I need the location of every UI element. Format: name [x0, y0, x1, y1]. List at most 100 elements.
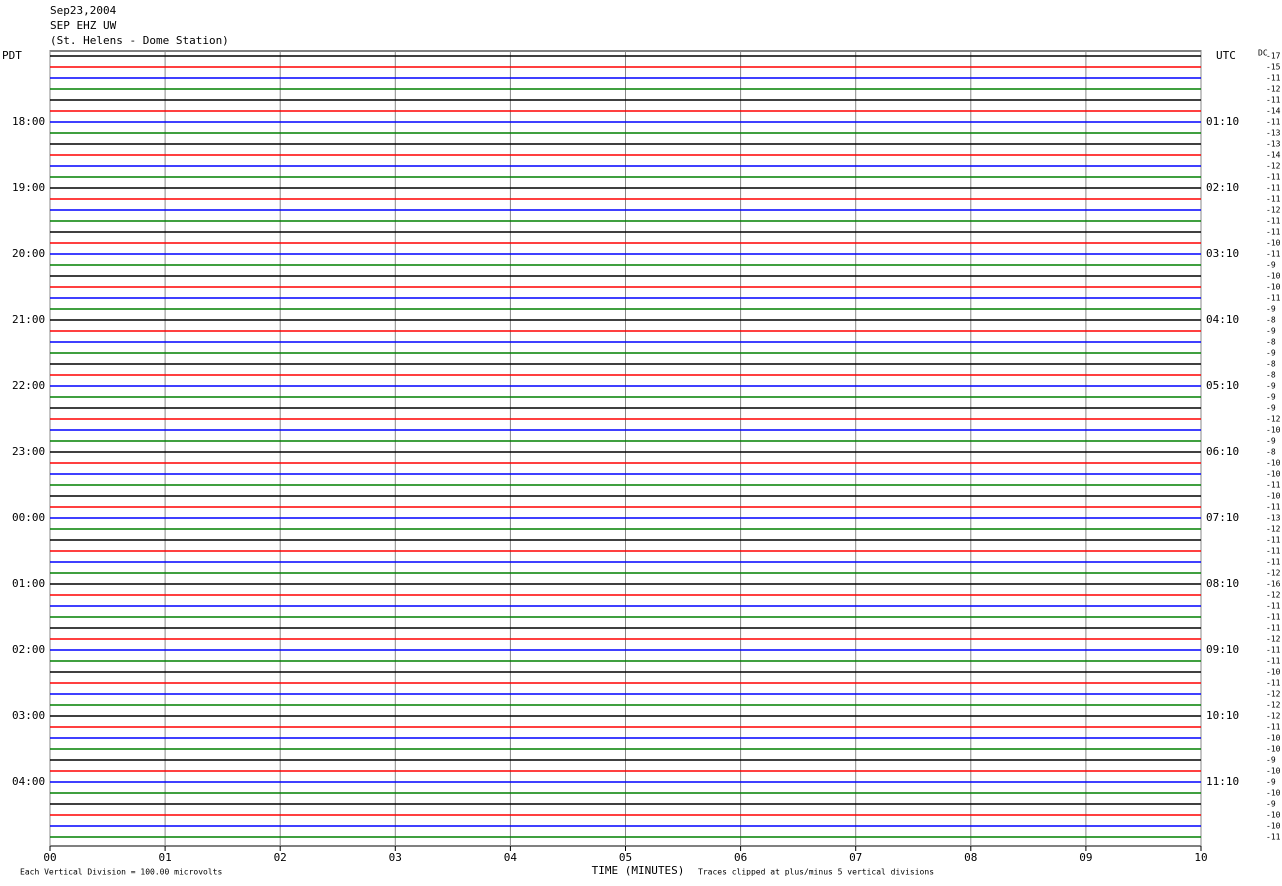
dc-offset: -10: [1266, 426, 1281, 435]
dc-offset: -11: [1266, 547, 1281, 556]
x-tick-label: 10: [1194, 851, 1207, 864]
dc-offset: -11: [1266, 536, 1281, 545]
dc-offset: -8: [1266, 338, 1276, 347]
right-time-label: 09:10: [1206, 643, 1239, 656]
x-tick-label: 09: [1079, 851, 1092, 864]
dc-offset: -8: [1266, 360, 1276, 369]
x-tick-label: 05: [619, 851, 632, 864]
dc-offset: -9: [1266, 800, 1276, 809]
dc-offset: -10: [1266, 745, 1281, 754]
dc-offset: -16: [1266, 580, 1281, 589]
dc-title: DC: [1258, 49, 1268, 58]
right-time-label: 01:10: [1206, 115, 1239, 128]
left-time-label: 01:00: [12, 577, 45, 590]
left-time-label: 18:00: [12, 115, 45, 128]
right-time-label: 05:10: [1206, 379, 1239, 392]
x-axis-label: TIME (MINUTES): [592, 864, 685, 877]
dc-offset: -9: [1266, 305, 1276, 314]
header-station: SEP EHZ UW: [50, 19, 117, 32]
dc-offset: -11: [1266, 118, 1281, 127]
dc-offset: -8: [1266, 316, 1276, 325]
dc-offset: -9: [1266, 382, 1276, 391]
dc-offset: -9: [1266, 327, 1276, 336]
dc-offset: -11: [1266, 184, 1281, 193]
left-time-label: 04:00: [12, 775, 45, 788]
dc-offset: -12: [1266, 85, 1281, 94]
right-time-label: 11:10: [1206, 775, 1239, 788]
dc-offset: -12: [1266, 415, 1281, 424]
dc-offset: -11: [1266, 646, 1281, 655]
right-time-label: 04:10: [1206, 313, 1239, 326]
dc-offset: -11: [1266, 679, 1281, 688]
dc-offset: -11: [1266, 558, 1281, 567]
dc-offset: -12: [1266, 701, 1281, 710]
dc-offset: -11: [1266, 657, 1281, 666]
dc-offset: -10: [1266, 811, 1281, 820]
left-time-label: 23:00: [12, 445, 45, 458]
dc-offset: -11: [1266, 250, 1281, 259]
dc-offset: -12: [1266, 525, 1281, 534]
dc-offset: -9: [1266, 393, 1276, 402]
dc-offset: -11: [1266, 195, 1281, 204]
dc-offset: -10: [1266, 272, 1281, 281]
footer-right: Traces clipped at plus/minus 5 vertical …: [698, 868, 934, 877]
dc-offset: -13: [1266, 514, 1281, 523]
left-time-label: 20:00: [12, 247, 45, 260]
left-time-label: 00:00: [12, 511, 45, 524]
dc-offset: -10: [1266, 767, 1281, 776]
left-time-label: 21:00: [12, 313, 45, 326]
x-tick-label: 01: [158, 851, 171, 864]
dc-offset: -8: [1266, 448, 1276, 457]
dc-offset: -10: [1266, 822, 1281, 831]
right-time-label: 03:10: [1206, 247, 1239, 260]
dc-offset: -11: [1266, 217, 1281, 226]
dc-offset: -10: [1266, 668, 1281, 677]
left-time-label: 03:00: [12, 709, 45, 722]
dc-offset: -9: [1266, 349, 1276, 358]
dc-offset: -14: [1266, 151, 1281, 160]
dc-offset: -11: [1266, 624, 1281, 633]
x-tick-label: 02: [274, 851, 287, 864]
dc-offset: -9: [1266, 778, 1276, 787]
dc-offset: -11: [1266, 481, 1281, 490]
dc-offset: -9: [1266, 437, 1276, 446]
dc-offset: -17: [1266, 52, 1281, 61]
dc-offset: -11: [1266, 833, 1281, 842]
dc-offset: -10: [1266, 492, 1281, 501]
dc-offset: -11: [1266, 503, 1281, 512]
dc-offset: -12: [1266, 162, 1281, 171]
right-time-label: 02:10: [1206, 181, 1239, 194]
dc-offset: -11: [1266, 96, 1281, 105]
dc-offset: -9: [1266, 404, 1276, 413]
dc-offset: -12: [1266, 635, 1281, 644]
x-tick-label: 00: [43, 851, 56, 864]
header-location: (St. Helens - Dome Station): [50, 34, 229, 47]
dc-offset: -8: [1266, 371, 1276, 380]
x-tick-label: 08: [964, 851, 977, 864]
header-date: Sep23,2004: [50, 4, 117, 17]
right-time-label: 07:10: [1206, 511, 1239, 524]
dc-offset: -11: [1266, 74, 1281, 83]
dc-offset: -11: [1266, 294, 1281, 303]
left-title: PDT: [2, 49, 22, 62]
left-time-label: 19:00: [12, 181, 45, 194]
dc-offset: -11: [1266, 723, 1281, 732]
dc-offset: -11: [1266, 613, 1281, 622]
dc-offset: -10: [1266, 239, 1281, 248]
dc-offset: -9: [1266, 756, 1276, 765]
dc-offset: -13: [1266, 129, 1281, 138]
dc-offset: -10: [1266, 459, 1281, 468]
left-time-label: 22:00: [12, 379, 45, 392]
dc-offset: -12: [1266, 591, 1281, 600]
right-time-label: 10:10: [1206, 709, 1239, 722]
dc-offset: -11: [1266, 602, 1281, 611]
dc-offset: -10: [1266, 470, 1281, 479]
right-time-label: 08:10: [1206, 577, 1239, 590]
right-time-label: 06:10: [1206, 445, 1239, 458]
x-tick-label: 03: [389, 851, 402, 864]
x-tick-label: 06: [734, 851, 747, 864]
footer-left: Each Vertical Division = 100.00 microvol…: [20, 868, 222, 877]
x-tick-label: 04: [504, 851, 518, 864]
